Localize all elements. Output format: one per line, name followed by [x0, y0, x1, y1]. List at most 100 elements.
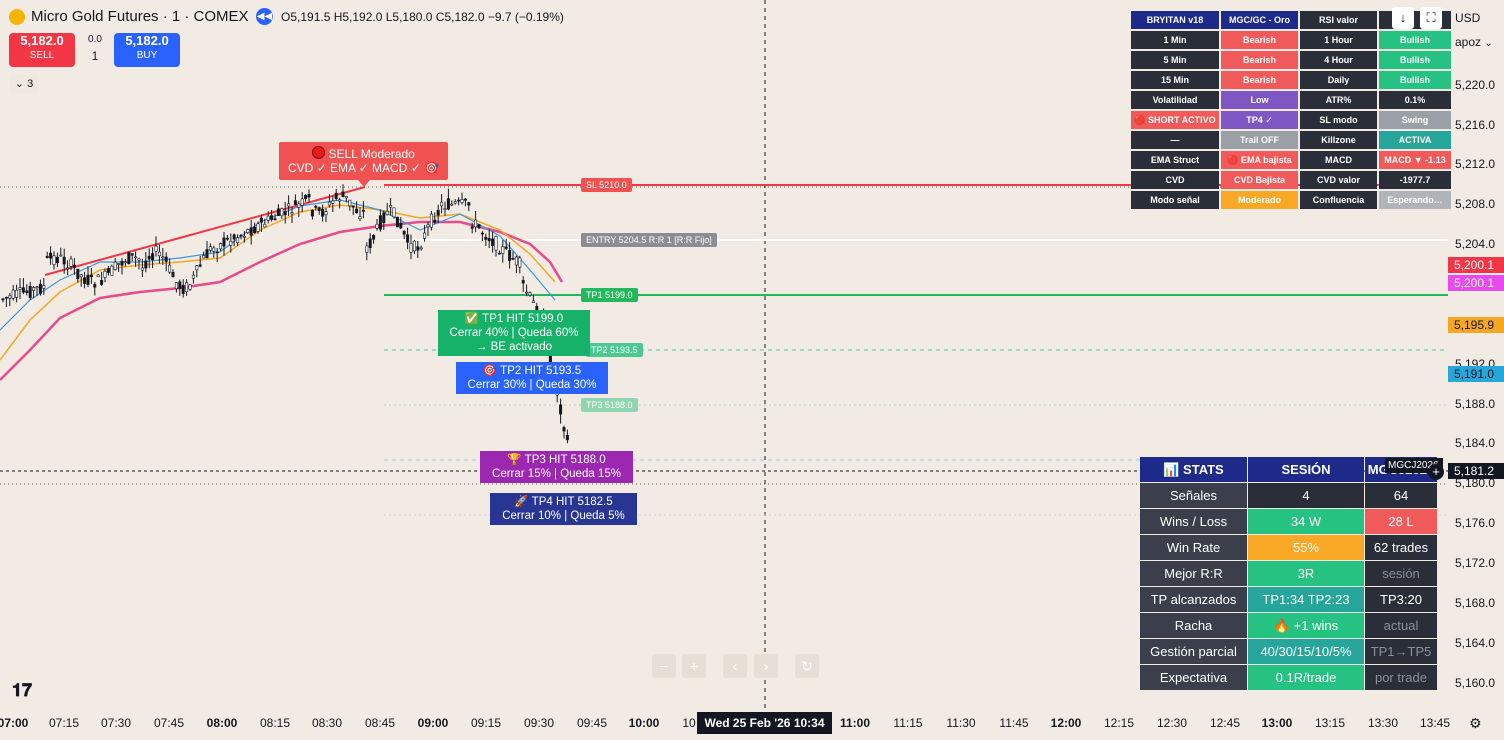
stats-cell: TP1:34 TP2:23	[1248, 587, 1364, 612]
indicator-cell: Moderado	[1221, 191, 1298, 209]
candle-body	[66, 267, 70, 270]
candle-body	[137, 258, 141, 261]
cursor-time-label: Wed 25 Feb '26 10:34	[697, 712, 832, 734]
candle-body	[559, 404, 563, 415]
stats-row: Gestión parcial 40/30/15/10/5% TP1→TP5	[1140, 639, 1437, 664]
tp2-hit-title: 🎯 TP2 HIT 5193.5	[482, 365, 582, 377]
indicator-row: 🔴 SHORT ACTIVO TP4 ✓ SL modo Swing	[1131, 111, 1451, 129]
candle-body	[300, 198, 304, 206]
settings-gear-icon[interactable]: ⚙	[1469, 715, 1482, 731]
indicator-cell: 0.1%	[1379, 91, 1451, 109]
tradingview-logo[interactable]: 𝟏𝟕	[12, 680, 33, 701]
indicator-cell: 4 Hour	[1300, 51, 1377, 69]
candle-body	[79, 274, 83, 278]
currency-select[interactable]: USD	[1451, 8, 1499, 28]
fullscreen-icon[interactable]: ⛶	[1420, 7, 1442, 29]
price-chart[interactable]	[0, 0, 1448, 710]
stats-cell: sesión	[1365, 561, 1437, 586]
candle-body	[273, 218, 277, 221]
stats-cell: 34 W	[1248, 509, 1364, 534]
candle-body	[351, 205, 355, 208]
buy-button[interactable]: 5,182.0 BUY	[114, 33, 180, 67]
candle-body	[181, 284, 185, 294]
time-tick: 07:45	[153, 716, 185, 730]
stats-cell: Expectativa	[1140, 665, 1247, 690]
scroll-right-icon[interactable]: ›	[754, 654, 778, 678]
time-tick: 07:30	[100, 716, 132, 730]
reset-chart-icon[interactable]: ↻	[795, 654, 819, 678]
candle-body	[474, 219, 478, 228]
quantity-value[interactable]: 1	[91, 49, 99, 63]
symbol-title[interactable]: Micro Gold Futures · 1 · COMEX	[31, 8, 249, 25]
price-tick: 5,180.0	[1455, 476, 1496, 490]
indicator-cell: RSI valor	[1300, 11, 1377, 29]
candle-body	[385, 211, 389, 215]
candle-body	[463, 198, 467, 201]
candle-body	[59, 254, 63, 257]
candle-body	[86, 274, 90, 285]
time-tick: 08:30	[311, 716, 343, 730]
chevron-down-icon: ⌄	[1484, 38, 1493, 49]
candle-body	[348, 199, 352, 207]
candle-body	[402, 230, 406, 235]
red-circle-icon	[312, 146, 326, 159]
time-tick: 09:15	[470, 716, 502, 730]
zoom-in-icon[interactable]: +	[682, 654, 706, 678]
candle-body	[205, 249, 209, 259]
zoom-out-icon[interactable]: −	[652, 654, 676, 678]
indicator-cell: 1 Hour	[1300, 31, 1377, 49]
candle-body	[45, 256, 49, 258]
sell-button[interactable]: 5,182.0 SELL	[9, 33, 75, 67]
scroll-left-icon[interactable]: ‹	[723, 654, 747, 678]
candle-body	[32, 287, 36, 291]
candle-body	[256, 223, 260, 232]
candle-body	[106, 268, 110, 273]
candle-body	[18, 287, 22, 290]
candle-body	[151, 253, 155, 261]
indicators-collapse-toggle[interactable]: ⌄ 3	[9, 75, 39, 93]
candle-body	[501, 246, 505, 254]
candle-body	[504, 246, 508, 249]
price-tick: 5,164.0	[1455, 636, 1496, 650]
candle-body	[62, 256, 66, 265]
tp3-hit-title: 🏆 TP3 HIT 5188.0	[507, 454, 606, 466]
time-tick: 12:15	[1103, 716, 1135, 730]
candle-body	[38, 283, 42, 294]
candle-body	[521, 280, 525, 284]
indicator-row: CVD CVD Bajista CVD valor -1977.7	[1131, 171, 1451, 189]
candle-body	[412, 240, 416, 252]
stats-cell: Win Rate	[1140, 535, 1247, 560]
add-plus-icon[interactable]: +	[1428, 464, 1444, 480]
candle-body	[372, 234, 376, 240]
candle-body	[93, 283, 97, 288]
candle-body	[164, 256, 168, 262]
candle-body	[69, 258, 73, 267]
indicator-cell: Bearish	[1221, 31, 1298, 49]
candle-body	[355, 208, 359, 214]
time-tick: 12:00	[1050, 716, 1082, 730]
indicator-cell: 🔴 EMA bajista	[1221, 151, 1298, 169]
stats-cell: 4	[1248, 483, 1364, 508]
spread-qty: 0.0 1	[82, 32, 108, 64]
time-tick: 13:45	[1419, 716, 1451, 730]
time-tick: 11:00	[839, 716, 871, 730]
stats-row: Expectativa 0.1R/trade por trade	[1140, 665, 1437, 690]
price-tick: 5,204.0	[1455, 237, 1496, 251]
candle-body	[263, 223, 267, 228]
rewind-icon[interactable]: ◀◀	[256, 8, 273, 25]
indicator-cell: CVD	[1131, 171, 1219, 189]
scale-menu-select[interactable]: apoz ⌄	[1451, 32, 1499, 52]
tp3-hit-split: Cerrar 15% | Queda 15%	[492, 468, 621, 480]
candle-body	[480, 232, 484, 235]
candle-body	[358, 216, 362, 220]
tp4-hit-split: Cerrar 10% | Queda 5%	[502, 510, 625, 522]
tp1-hit-be: → BE activado	[475, 341, 553, 353]
indicator-cell: EMA Struct	[1131, 151, 1219, 169]
indicator-cell: Volatilidad	[1131, 91, 1219, 109]
time-tick: 08:15	[259, 716, 291, 730]
indicator-cell: Esperando…	[1379, 191, 1451, 209]
candle-body	[280, 208, 284, 217]
time-tick: 10	[682, 716, 696, 730]
stats-cell: 3R	[1248, 561, 1364, 586]
download-icon[interactable]: ↓	[1392, 7, 1414, 29]
